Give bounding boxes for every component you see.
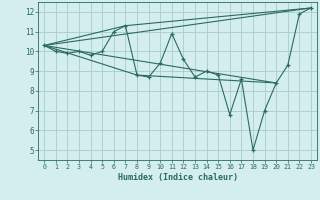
X-axis label: Humidex (Indice chaleur): Humidex (Indice chaleur) <box>118 173 238 182</box>
